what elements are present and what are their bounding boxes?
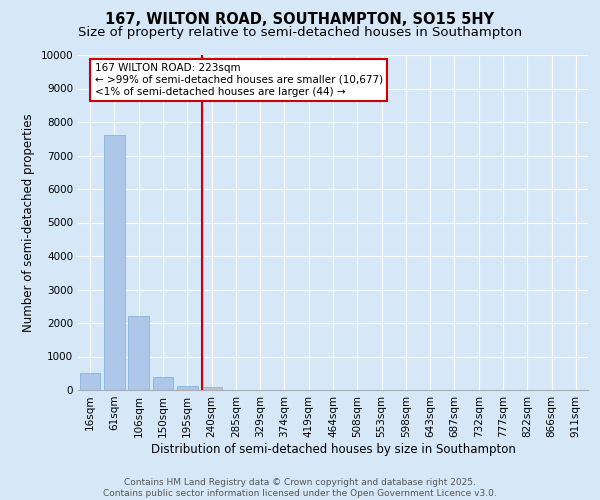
Text: Size of property relative to semi-detached houses in Southampton: Size of property relative to semi-detach… xyxy=(78,26,522,39)
Bar xyxy=(201,388,222,390)
Bar xyxy=(128,316,149,390)
X-axis label: Distribution of semi-detached houses by size in Southampton: Distribution of semi-detached houses by … xyxy=(151,442,515,456)
Text: 167 WILTON ROAD: 223sqm
← >99% of semi-detached houses are smaller (10,677)
<1% : 167 WILTON ROAD: 223sqm ← >99% of semi-d… xyxy=(95,64,383,96)
Y-axis label: Number of semi-detached properties: Number of semi-detached properties xyxy=(22,113,35,332)
Text: 167, WILTON ROAD, SOUTHAMPTON, SO15 5HY: 167, WILTON ROAD, SOUTHAMPTON, SO15 5HY xyxy=(106,12,494,28)
Bar xyxy=(152,376,173,390)
Bar xyxy=(104,136,125,390)
Bar xyxy=(177,386,197,390)
Text: Contains HM Land Registry data © Crown copyright and database right 2025.
Contai: Contains HM Land Registry data © Crown c… xyxy=(103,478,497,498)
Bar xyxy=(80,373,100,390)
